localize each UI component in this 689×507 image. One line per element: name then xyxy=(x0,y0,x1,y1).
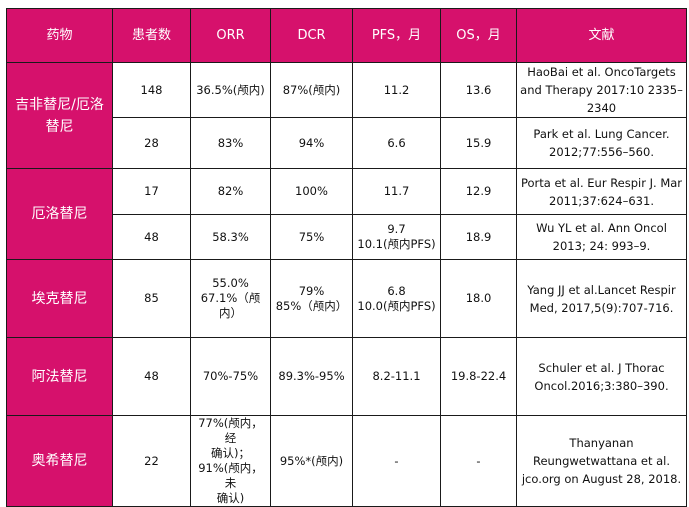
orr-cell: 77%(颅内，经 确认)； 91%(颅内，未 确认) xyxy=(190,415,271,507)
dcr-value: 79% xyxy=(298,283,325,298)
orr-line: 91%(颅内，未 xyxy=(198,461,263,490)
dcr-cell: 94% xyxy=(270,117,353,169)
os-cell: 18.0 xyxy=(440,259,517,338)
table-row: 阿法替尼 48 70%-75% 89.3%-95% 8.2-11.1 19.8-… xyxy=(6,337,687,416)
reference-cell: Porta et al. Eur Respir J. Mar 2011;37:6… xyxy=(516,168,687,215)
dcr-intracranial-value: 85%（颅内） xyxy=(275,298,348,313)
header-reference: 文献 xyxy=(516,8,687,63)
pfs-cell: 9.7 10.1(颅内PFS) xyxy=(352,214,441,260)
pfs-value: 6.8 xyxy=(387,283,406,298)
orr-cell: 83% xyxy=(190,117,271,169)
orr-cell: 55.0% 67.1%（颅内） xyxy=(190,259,271,338)
drug-name-cell: 吉非替尼/厄洛替尼 xyxy=(6,62,113,169)
header-pfs: PFS，月 xyxy=(352,8,441,63)
os-cell: 15.9 xyxy=(440,117,517,169)
pfs-cell: - xyxy=(352,415,441,507)
pfs-intracranial-value: 10.0(颅内PFS) xyxy=(357,298,436,313)
os-cell: 13.6 xyxy=(440,62,517,118)
table-row: 厄洛替尼 17 82% 100% 11.7 12.9 Porta et al. … xyxy=(6,168,687,260)
drug-comparison-table: 药物 患者数 ORR DCR PFS，月 OS，月 文献 吉非替尼/厄洛替尼 1… xyxy=(6,8,687,507)
drug-name-cell: 埃克替尼 xyxy=(6,259,113,338)
reference-cell: Schuler et al. J Thorac Oncol.2016;3:380… xyxy=(516,337,687,416)
reference-cell: Thanyanan Reungwetwattana et al. jco.org… xyxy=(516,415,687,507)
patients-cell: 85 xyxy=(112,259,191,338)
pfs-cell: 11.2 xyxy=(352,62,441,118)
header-row: 药物 患者数 ORR DCR PFS，月 OS，月 文献 xyxy=(6,8,687,63)
drug-name-cell: 厄洛替尼 xyxy=(6,168,113,260)
patients-cell: 148 xyxy=(112,62,191,118)
table-row: 28 83% 94% 6.6 15.9 Park et al. Lung Can… xyxy=(7,117,687,169)
patients-cell: 17 xyxy=(112,168,191,215)
orr-cell: 82% xyxy=(190,168,271,215)
reference-cell: Wu YL et al. Ann Oncol 2013; 24: 993–9. xyxy=(516,214,687,260)
header-drug: 药物 xyxy=(6,8,113,63)
patients-cell: 22 xyxy=(112,415,191,507)
reference-cell: Yang JJ et al.Lancet Respir Med, 2017,5(… xyxy=(516,259,687,338)
header-patients: 患者数 xyxy=(112,8,191,63)
pfs-cell: 6.6 xyxy=(352,117,441,169)
table-row: 埃克替尼 85 55.0% 67.1%（颅内） 79% 85%（颅内） 6.8 … xyxy=(6,259,687,338)
drug-name-cell: 奥希替尼 xyxy=(6,415,113,507)
dcr-cell: 87%(颅内) xyxy=(270,62,353,118)
orr-value: 55.0% xyxy=(212,276,249,290)
orr-cell: 70%-75% xyxy=(190,337,271,416)
dcr-cell: 75% xyxy=(270,214,353,260)
orr-intracranial-value: 67.1%（颅内） xyxy=(200,291,261,320)
dcr-cell: 95%*(颅内) xyxy=(270,415,353,507)
table-row: 吉非替尼/厄洛替尼 148 36.5%(颅内) 87%(颅内) 11.2 13.… xyxy=(6,62,687,169)
orr-cell: 36.5%(颅内) xyxy=(190,62,271,118)
os-cell: 19.8-22.4 xyxy=(440,337,517,416)
pfs-cell: 8.2-11.1 xyxy=(352,337,441,416)
dcr-cell: 79% 85%（颅内） xyxy=(270,259,353,338)
patients-cell: 48 xyxy=(112,337,191,416)
os-cell: 12.9 xyxy=(440,168,517,215)
patients-cell: 28 xyxy=(112,117,191,169)
os-cell: 18.9 xyxy=(440,214,517,260)
orr-cell: 58.3% xyxy=(190,214,271,260)
pfs-cell: 11.7 xyxy=(352,168,441,215)
reference-cell: Park et al. Lung Cancer. 2012;77:556–560… xyxy=(516,117,687,169)
reference-cell: HaoBai et al. OncoTargets and Therapy 20… xyxy=(516,62,687,118)
pfs-cell: 6.8 10.0(颅内PFS) xyxy=(352,259,441,338)
orr-line: 77%(颅内，经 xyxy=(198,416,263,446)
orr-line: 确认)； xyxy=(211,446,250,460)
table-row: 奥希替尼 22 77%(颅内，经 确认)； 91%(颅内，未 确认) 95%*(… xyxy=(6,415,687,507)
dcr-cell: 100% xyxy=(270,168,353,215)
header-orr: ORR xyxy=(190,8,271,63)
header-dcr: DCR xyxy=(270,8,353,63)
pfs-value: 9.7 xyxy=(387,222,406,236)
dcr-cell: 89.3%-95% xyxy=(270,337,353,416)
drug-name-cell: 阿法替尼 xyxy=(6,337,113,416)
header-os: OS，月 xyxy=(440,8,517,63)
orr-line: 确认) xyxy=(216,491,245,505)
pfs-intracranial-value: 10.1(颅内PFS) xyxy=(357,237,436,251)
os-cell: - xyxy=(440,415,517,507)
patients-cell: 48 xyxy=(112,214,191,260)
